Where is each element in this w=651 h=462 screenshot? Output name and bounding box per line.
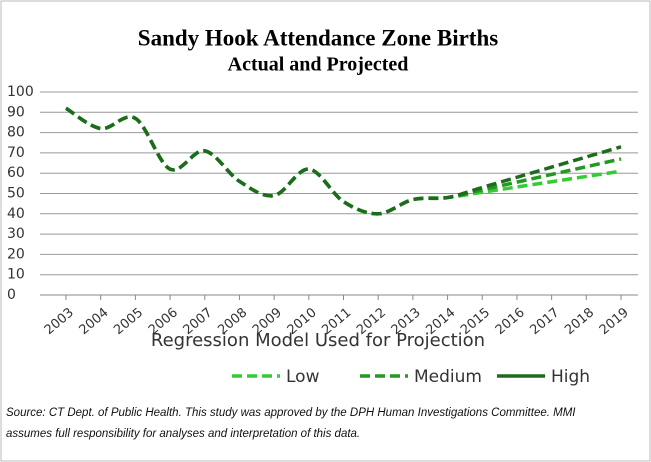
- x-tick-label: 2017: [527, 305, 562, 338]
- y-tick-label: 50: [7, 186, 25, 202]
- y-tick-label: 30: [7, 226, 25, 242]
- legend-label: High: [551, 367, 590, 387]
- legend-label: Low: [286, 367, 320, 387]
- x-tick-label: 2003: [42, 305, 77, 338]
- y-tick-label: 10: [7, 267, 25, 283]
- y-tick-label: 90: [7, 104, 25, 120]
- y-tick-label: 70: [7, 145, 25, 161]
- series-line: [65, 106, 622, 216]
- x-tick-label: 2005: [111, 305, 146, 338]
- y-tick-label: 100: [7, 84, 34, 100]
- x-tick-label: 2016: [493, 305, 528, 338]
- y-tick-label: 40: [7, 206, 25, 222]
- x-tick-label: 2019: [597, 305, 632, 338]
- source-note: Source: CT Dept. of Public Health. This …: [6, 407, 576, 440]
- y-tick-label: 60: [7, 165, 25, 181]
- series-line: [65, 106, 622, 216]
- y-tick-label: 20: [7, 246, 25, 262]
- x-tick-label: 2004: [77, 305, 112, 338]
- chart-title: Sandy Hook Attendance Zone Births: [138, 25, 498, 50]
- legend-label: Medium: [414, 367, 482, 387]
- series-line: [65, 106, 622, 216]
- x-tick-label: 2018: [562, 305, 597, 338]
- chart-subtitle: Actual and Projected: [228, 54, 409, 76]
- x-axis-label: Regression Model Used for Projection: [151, 330, 485, 351]
- y-tick-label: 0: [7, 287, 16, 303]
- y-tick-label: 80: [7, 125, 25, 141]
